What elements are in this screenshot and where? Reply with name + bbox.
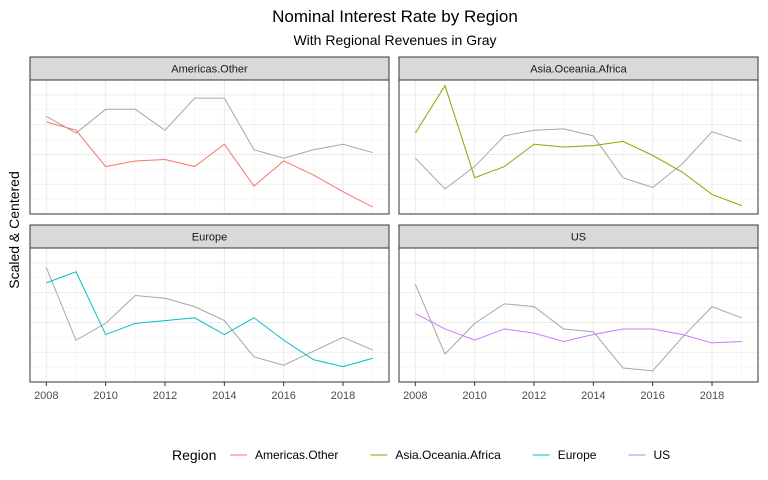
x-tick-label: 2016 xyxy=(640,390,664,402)
series-line-americas-other xyxy=(46,121,373,208)
series-line-asia-oceania-africa xyxy=(414,84,742,207)
panel-grid xyxy=(30,248,389,382)
panel-background xyxy=(399,248,758,382)
legend-title: Region xyxy=(172,447,216,463)
legend-label: Asia.Oceania.Africa xyxy=(395,448,501,462)
series-line-revenue-gray xyxy=(45,267,373,366)
facet-strip-label: US xyxy=(571,232,586,244)
legend-item-europe: Europe xyxy=(532,448,597,462)
x-axes: 2008 2010 2012 2014 2016 2018 2008 2010 2012 2014… xyxy=(34,382,724,402)
x-tick-label: 2016 xyxy=(271,390,295,402)
x-tick-label: 2014 xyxy=(212,390,236,402)
panel-border xyxy=(398,247,759,383)
facet-panels: Americas.Other Asia.Oceania.Africa Europe U… xyxy=(29,56,759,383)
facet-us: US xyxy=(398,224,759,383)
facet-europe: Europe xyxy=(29,224,390,383)
facet-strip-label: Europe xyxy=(192,232,227,244)
x-tick-label: 2014 xyxy=(581,390,605,402)
x-tick-label: 2008 xyxy=(403,390,427,402)
legend-item-asia-oceania-africa: Asia.Oceania.Africa xyxy=(370,448,501,462)
panel-background xyxy=(30,80,389,214)
facet-strip-label: Asia.Oceania.Africa xyxy=(530,64,627,76)
series-line-revenue-gray xyxy=(414,128,742,190)
series-line-us xyxy=(415,313,742,344)
panel-border xyxy=(29,79,390,215)
panel-grid xyxy=(399,80,758,214)
legend-label: Americas.Other xyxy=(255,448,338,462)
x-tick-label: 2018 xyxy=(700,390,724,402)
y-axis-label: Scaled & Centered xyxy=(6,171,22,289)
x-tick-label: 2010 xyxy=(462,390,486,402)
panel-background xyxy=(30,248,389,382)
panel-background xyxy=(399,80,758,214)
panel-grid xyxy=(399,248,758,382)
facet-strip-label: Americas.Other xyxy=(171,64,248,76)
panel-border xyxy=(29,247,390,383)
legend-item-us: US xyxy=(628,448,670,462)
x-tick-label: 2018 xyxy=(331,390,355,402)
facet-asia-oceania-africa: Asia.Oceania.Africa xyxy=(398,56,759,215)
series-line-revenue-gray xyxy=(414,284,742,372)
legend-item-americas-other: Americas.Other xyxy=(230,448,338,462)
chart-subtitle: With Regional Revenues in Gray xyxy=(293,32,496,48)
facet-americas-other: Americas.Other xyxy=(29,56,390,215)
legend-label: US xyxy=(653,448,670,462)
legend: Region Americas.Other Asia.Oceania.Africa… xyxy=(172,447,670,463)
x-tick-label: 2012 xyxy=(153,390,177,402)
x-tick-label: 2010 xyxy=(93,390,117,402)
x-tick-label: 2008 xyxy=(34,390,58,402)
legend-label: Europe xyxy=(558,448,597,462)
panel-border xyxy=(398,79,759,215)
x-tick-label: 2012 xyxy=(522,390,546,402)
series-line-revenue-gray xyxy=(46,97,373,159)
series-line-europe xyxy=(46,271,373,368)
chart-title: Nominal Interest Rate by Region xyxy=(272,7,518,26)
